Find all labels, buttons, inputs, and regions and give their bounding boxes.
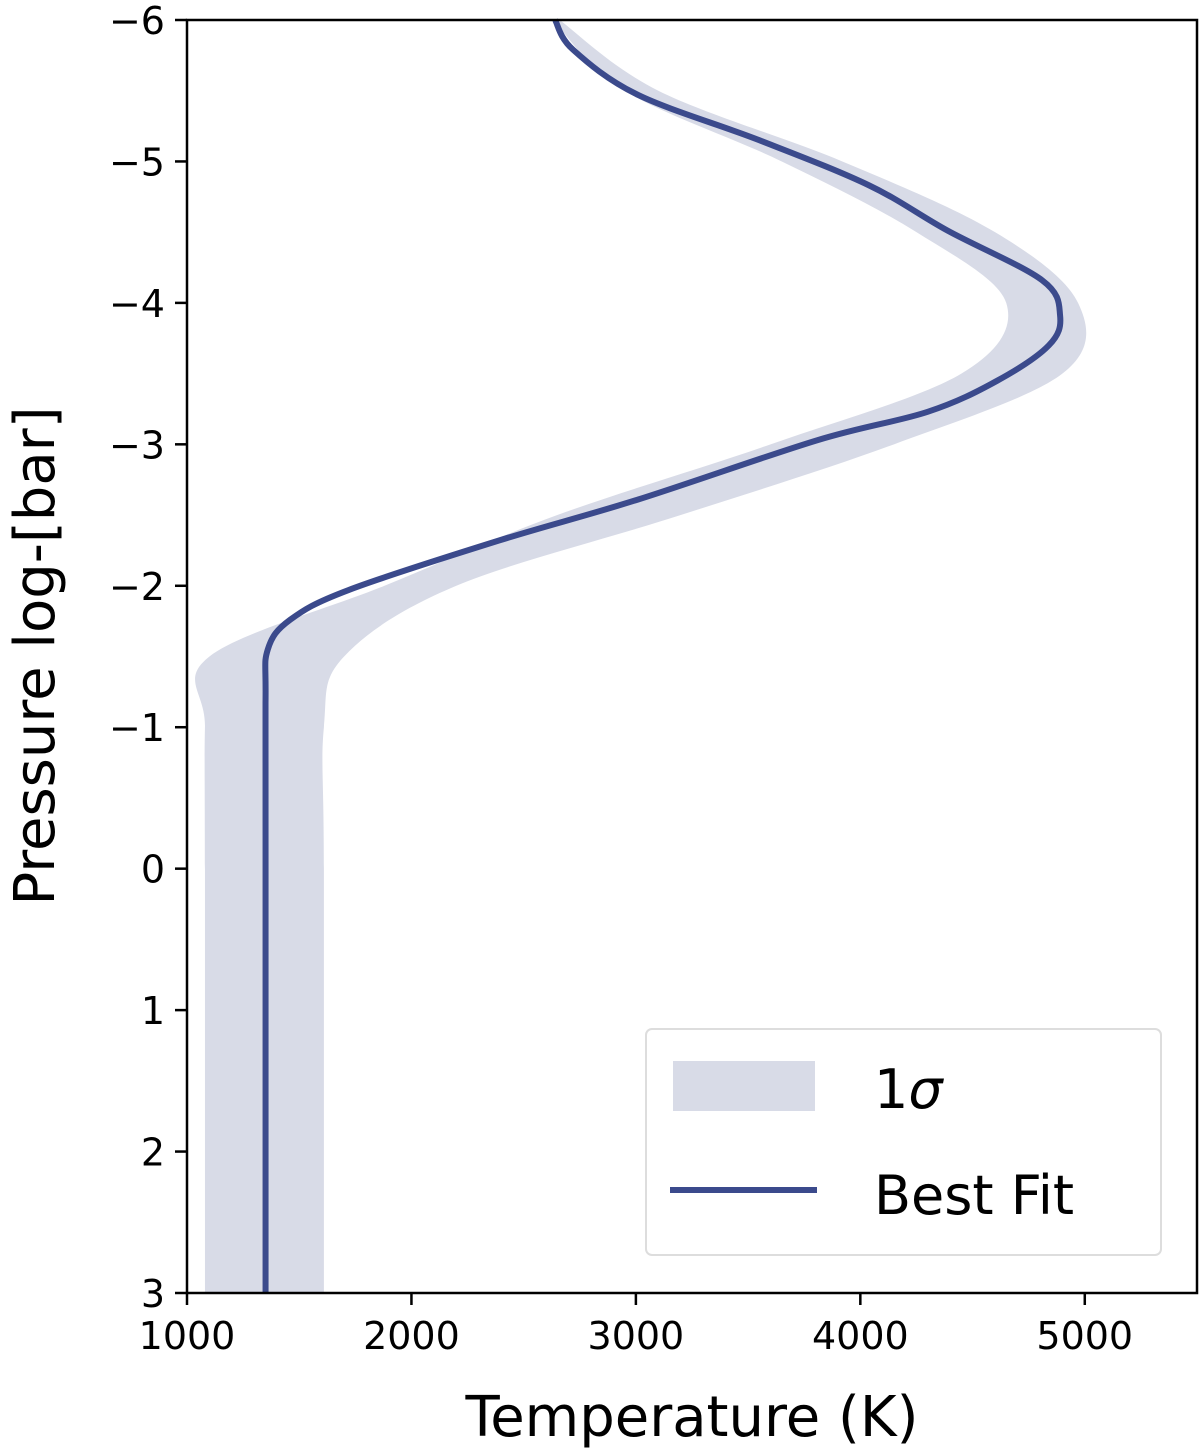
axes-frame <box>185 18 1199 1295</box>
y-tick-label: 2 <box>141 1131 165 1175</box>
legend: 1σ Best Fit <box>645 1028 1162 1256</box>
y-tick-label: 0 <box>141 848 165 892</box>
y-tick-label: 3 <box>141 1272 165 1316</box>
y-tick-label: −1 <box>109 706 165 750</box>
y-tick-label: 1 <box>141 989 165 1033</box>
x-tick-label: 1000 <box>139 1314 236 1358</box>
y-tick-label: −3 <box>109 423 165 467</box>
legend-sigma-label: 1σ <box>874 1058 944 1121</box>
y-tick-label: −4 <box>109 282 165 326</box>
legend-best-fit-label: Best Fit <box>874 1164 1074 1227</box>
sigma-band-area <box>195 20 1087 1293</box>
y-tick-label: −6 <box>109 0 165 43</box>
best-fit-line <box>262 18 1064 1293</box>
y-tick-label: −2 <box>109 565 165 609</box>
best-fit-curve <box>262 18 1064 1293</box>
x-axis-label: Temperature (K) <box>465 1385 919 1450</box>
legend-sigma-symbol: σ <box>908 1058 944 1121</box>
x-axis-ticks: 1000 2000 3000 4000 5000 <box>139 1293 1133 1358</box>
x-tick-label: 5000 <box>1036 1314 1133 1358</box>
y-tick-label: −5 <box>109 140 165 184</box>
legend-sigma-number: 1 <box>874 1058 908 1121</box>
legend-band-swatch <box>673 1061 815 1111</box>
x-tick-label: 4000 <box>812 1314 909 1358</box>
one-sigma-band <box>195 20 1087 1293</box>
y-axis-label: Pressure log-[bar] <box>3 406 68 905</box>
y-axis-ticks: −6 −5 −4 −3 −2 −1 0 1 2 3 <box>109 0 187 1316</box>
x-tick-label: 3000 <box>588 1314 685 1358</box>
x-tick-label: 2000 <box>363 1314 460 1358</box>
